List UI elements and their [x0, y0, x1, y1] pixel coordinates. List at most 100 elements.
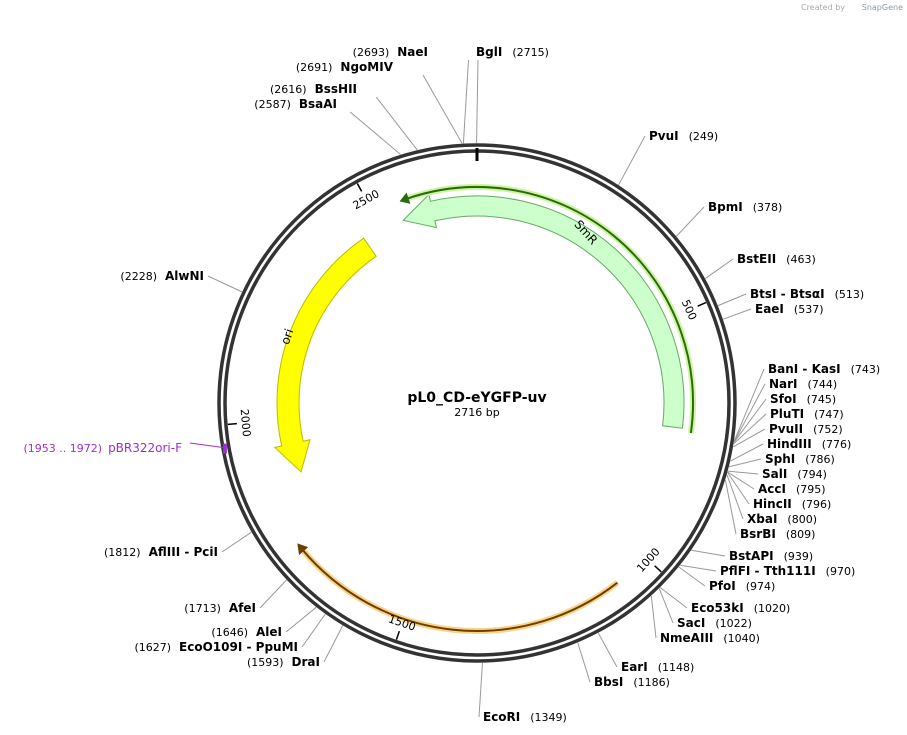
- site-position: (743): [851, 363, 881, 376]
- site-label: Eco53kI (1020): [691, 601, 790, 615]
- site-position: (2587): [254, 98, 291, 111]
- site-label: BstEII (463): [737, 252, 816, 266]
- site-leader: [722, 308, 752, 320]
- site-leader: [733, 413, 767, 445]
- site-label: SphI (786): [765, 452, 835, 466]
- site-position: (786): [805, 453, 835, 466]
- site-label: PfoI (974): [709, 579, 775, 593]
- site-leader: [717, 293, 747, 307]
- site-name: BbsI: [594, 675, 623, 689]
- site-position: (809): [786, 528, 816, 541]
- site-leader: [207, 275, 243, 293]
- site-name: SalI: [762, 467, 787, 481]
- site-label: (2228) AlwNI: [120, 269, 204, 283]
- site-name: EaeI: [755, 302, 784, 316]
- site-position: (2616): [270, 83, 307, 96]
- site-leader: [727, 472, 750, 505]
- site-name: BssHII: [315, 82, 357, 96]
- site-label: NmeAIII (1040): [660, 631, 760, 645]
- site-label: BtsI - BtsαI (513): [750, 287, 864, 301]
- site-name: HincII: [753, 497, 792, 511]
- ruler-tick: [654, 565, 662, 573]
- site-name: BglI: [476, 45, 502, 59]
- site-name: NaeI: [397, 45, 428, 59]
- site-leader: [678, 566, 706, 587]
- site-label: HindIII (776): [767, 437, 851, 451]
- primer-line: [406, 186, 694, 434]
- site-leader: [680, 564, 717, 572]
- site-label: HincII (796): [753, 497, 831, 511]
- site-leader: [375, 96, 418, 151]
- site-name: EarI: [621, 660, 648, 674]
- site-position: (513): [835, 288, 865, 301]
- site-position: (1627): [134, 641, 171, 654]
- site-position: (537): [794, 303, 824, 316]
- site-leader: [726, 474, 744, 520]
- site-position: (970): [826, 565, 856, 578]
- site-leader: [349, 111, 401, 155]
- site-leader: [476, 59, 479, 144]
- site-leader: [221, 531, 252, 553]
- primer-name: pBR322ori-F: [108, 441, 182, 455]
- site-leader: [422, 74, 463, 144]
- site-position: (776): [822, 438, 852, 451]
- site-position: (747): [814, 408, 844, 421]
- site-position: (378): [753, 201, 783, 214]
- site-leader: [733, 368, 765, 442]
- site-name: XbaI: [747, 512, 777, 526]
- site-position: (2715): [512, 46, 549, 59]
- site-label: PvuII (752): [769, 422, 843, 436]
- site-name: EcoO109I - PpuMI: [179, 640, 298, 654]
- plasmid-name: pL0_CD-eYGFP-uv: [407, 390, 546, 406]
- site-position: (1020): [754, 602, 791, 615]
- site-position: (249): [689, 130, 719, 143]
- site-position: (795): [796, 483, 826, 496]
- site-position: (1040): [723, 632, 760, 645]
- site-name: NarI: [769, 377, 798, 391]
- primer-head: [399, 192, 411, 204]
- site-name: PfoI: [709, 579, 736, 593]
- site-name: HindIII: [767, 437, 812, 451]
- site-leader: [323, 625, 344, 663]
- ruler-tick: [227, 422, 237, 426]
- site-name: AfeI: [229, 601, 256, 615]
- site-position: (1812): [104, 546, 141, 559]
- ruler-label: 1500: [387, 612, 418, 633]
- site-label: NarI (744): [769, 377, 837, 391]
- site-leader: [727, 471, 755, 490]
- site-leader: [597, 632, 618, 668]
- site-name: NgoMIV: [340, 60, 393, 74]
- site-label: PluTI (747): [770, 407, 844, 421]
- site-position: (463): [786, 253, 816, 266]
- site-leader: [658, 588, 674, 624]
- site-leader: [285, 606, 317, 633]
- site-name: BstEII: [737, 252, 776, 266]
- site-leader: [577, 642, 591, 683]
- site-name: PvuII: [769, 422, 803, 436]
- site-label: BpmI (378): [708, 200, 782, 214]
- site-leader: [728, 458, 762, 468]
- feature-label: ori: [278, 327, 296, 346]
- site-leader: [704, 258, 734, 279]
- site-position: (1349): [530, 711, 567, 724]
- site-label: BstAPI (939): [729, 549, 813, 563]
- site-label: SacI (1022): [677, 616, 752, 630]
- site-label: (2691) NgoMIV: [296, 60, 394, 74]
- site-name: SfoI: [770, 392, 797, 406]
- site-label: XbaI (800): [747, 512, 817, 526]
- site-leader: [730, 443, 764, 462]
- primer-line: [301, 548, 618, 632]
- ruler-tick: [356, 183, 363, 192]
- plasmid-length: 2716 bp: [454, 406, 499, 419]
- site-leader: [478, 662, 483, 718]
- site-position: (800): [787, 513, 817, 526]
- brand: SnapGene: [862, 3, 903, 12]
- site-leader: [733, 398, 767, 443]
- ruler-tick: [697, 301, 707, 307]
- site-label: BsrBI (809): [740, 527, 815, 541]
- site-position: (745): [807, 393, 837, 406]
- site-position: (2228): [120, 270, 157, 283]
- site-name: PluTI: [770, 407, 804, 421]
- site-leader: [724, 479, 737, 535]
